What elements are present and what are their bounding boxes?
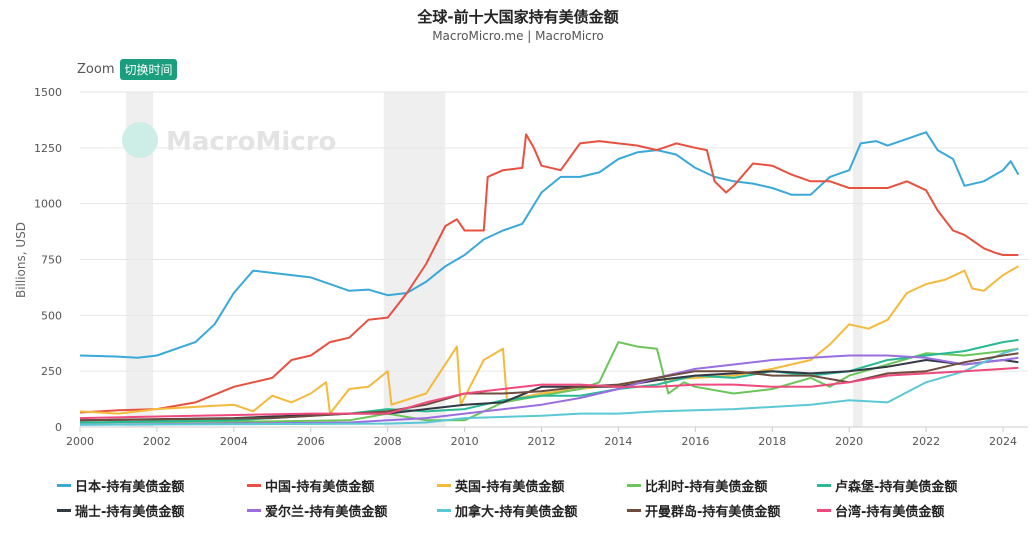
y-tick-label: 1000	[34, 198, 62, 211]
legend-item[interactable]: 卢森堡-持有美债金额	[817, 476, 1007, 495]
y-tick-label: 1500	[34, 86, 62, 99]
legend-item[interactable]: 中国-持有美债金额	[247, 476, 437, 495]
legend-swatch	[437, 484, 451, 487]
legend-item[interactable]: 加拿大-持有美债金额	[437, 501, 627, 520]
legend-label: 卢森堡-持有美债金额	[835, 480, 958, 495]
legend-swatch	[437, 509, 451, 512]
legend-label: 开曼群岛-持有美债金额	[645, 505, 781, 520]
legend-swatch	[57, 484, 71, 487]
x-tick-label: 2004	[220, 435, 248, 448]
y-tick-label: 750	[41, 254, 62, 267]
legend-item[interactable]: 英国-持有美债金额	[437, 476, 627, 495]
legend-label: 加拿大-持有美债金额	[455, 505, 578, 520]
x-tick-label: 2002	[143, 435, 171, 448]
x-tick-label: 2010	[451, 435, 479, 448]
x-tick-label: 2000	[66, 435, 94, 448]
chart-title: 全球-前十大国家持有美债金额	[417, 8, 619, 26]
watermark-text: MacroMicro	[166, 127, 336, 157]
watermark-logo	[122, 122, 158, 158]
x-tick-label: 2022	[912, 435, 940, 448]
chart-subtitle: MacroMicro.me | MacroMicro	[432, 29, 604, 43]
legend-label: 日本-持有美债金额	[75, 480, 185, 495]
legend-label: 英国-持有美债金额	[455, 480, 565, 495]
x-tick-label: 2014	[604, 435, 632, 448]
series-line-5	[79, 359, 1019, 422]
x-tick-label: 2006	[297, 435, 325, 448]
x-tick-label: 2020	[835, 435, 863, 448]
x-tick-label: 2016	[681, 435, 709, 448]
x-tick-label: 2024	[989, 435, 1017, 448]
zoom-control: Zoom 切换时间	[77, 59, 177, 80]
legend-label: 爱尔兰-持有美债金额	[265, 505, 388, 520]
legend-swatch	[247, 509, 261, 512]
zoom-label: Zoom	[77, 62, 115, 77]
legend-label: 比利时-持有美债金额	[645, 480, 768, 495]
series-line-4	[79, 338, 1019, 424]
legend: 日本-持有美债金额 中国-持有美债金额 英国-持有美债金额 比利时-持有美债金额 卢森堡…	[57, 476, 1007, 520]
series-line-1	[79, 133, 1019, 414]
legend-item[interactable]: 比利时-持有美债金额	[627, 476, 817, 495]
legend-swatch	[57, 509, 71, 512]
series-line-7	[79, 347, 1019, 426]
legend-label: 瑞士-持有美债金额	[75, 505, 185, 520]
line-chart: 0 250 500 750 1000 1250 1500 2000 2002 2004 2006 20…	[14, 86, 1028, 448]
y-tick-label: 500	[41, 309, 62, 322]
legend-item[interactable]: 开曼群岛-持有美债金额	[627, 501, 817, 520]
series-line-8	[79, 352, 1019, 422]
legend-item[interactable]: 瑞士-持有美债金额	[57, 501, 247, 520]
legend-item[interactable]: 台湾-持有美债金额	[817, 501, 1007, 520]
legend-item[interactable]: 爱尔兰-持有美债金额	[247, 501, 437, 520]
x-tick-label: 2018	[758, 435, 786, 448]
x-tick-label: 2012	[528, 435, 556, 448]
y-axis-title: Billions, USD	[14, 222, 28, 298]
x-tick-label: 2008	[374, 435, 402, 448]
y-tick-label: 0	[55, 421, 62, 434]
legend-label: 中国-持有美债金额	[265, 480, 375, 495]
legend-swatch	[247, 484, 261, 487]
legend-swatch	[817, 509, 831, 512]
y-tick-label: 250	[41, 365, 62, 378]
series-line-3	[79, 341, 1019, 424]
y-tick-label: 1250	[34, 142, 62, 155]
legend-swatch	[627, 509, 641, 512]
switch-time-button[interactable]: 切换时间	[120, 59, 177, 80]
series-line-6	[79, 354, 1019, 426]
series-line-9	[79, 366, 1019, 420]
legend-swatch	[627, 484, 641, 487]
legend-label: 台湾-持有美债金额	[835, 505, 945, 520]
legend-swatch	[817, 484, 831, 487]
legend-item[interactable]: 日本-持有美债金额	[57, 476, 247, 495]
series-line-0	[79, 131, 1020, 359]
